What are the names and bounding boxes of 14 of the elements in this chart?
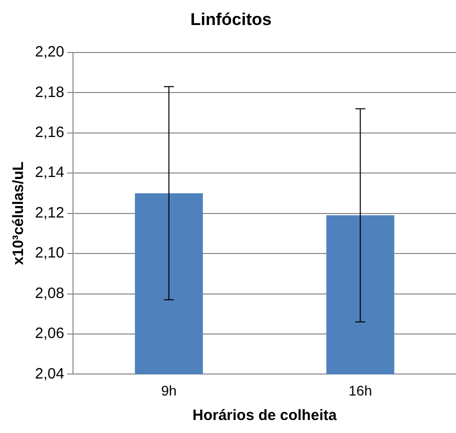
chart-title: Linfócitos (190, 10, 272, 29)
y-tick-label: 2,06 (34, 325, 64, 342)
y-tick-label: 2,12 (34, 204, 64, 222)
x-tick-label: 9h (161, 382, 177, 398)
y-tick-label: 2,04 (34, 365, 64, 382)
x-axis-title: Horários de colheita (192, 407, 338, 424)
y-tick-label: 2,18 (34, 84, 64, 101)
x-tick-label: 16h (348, 382, 372, 398)
y-tick-label: 2,10 (34, 244, 64, 262)
y-tick-label: 2,14 (34, 164, 64, 182)
y-tick-label: 2,16 (34, 124, 64, 141)
y-tick-label: 2,20 (34, 44, 64, 61)
y-tick-label: 2,08 (34, 284, 64, 302)
y-axis-title: x10³células/uL (10, 162, 28, 265)
